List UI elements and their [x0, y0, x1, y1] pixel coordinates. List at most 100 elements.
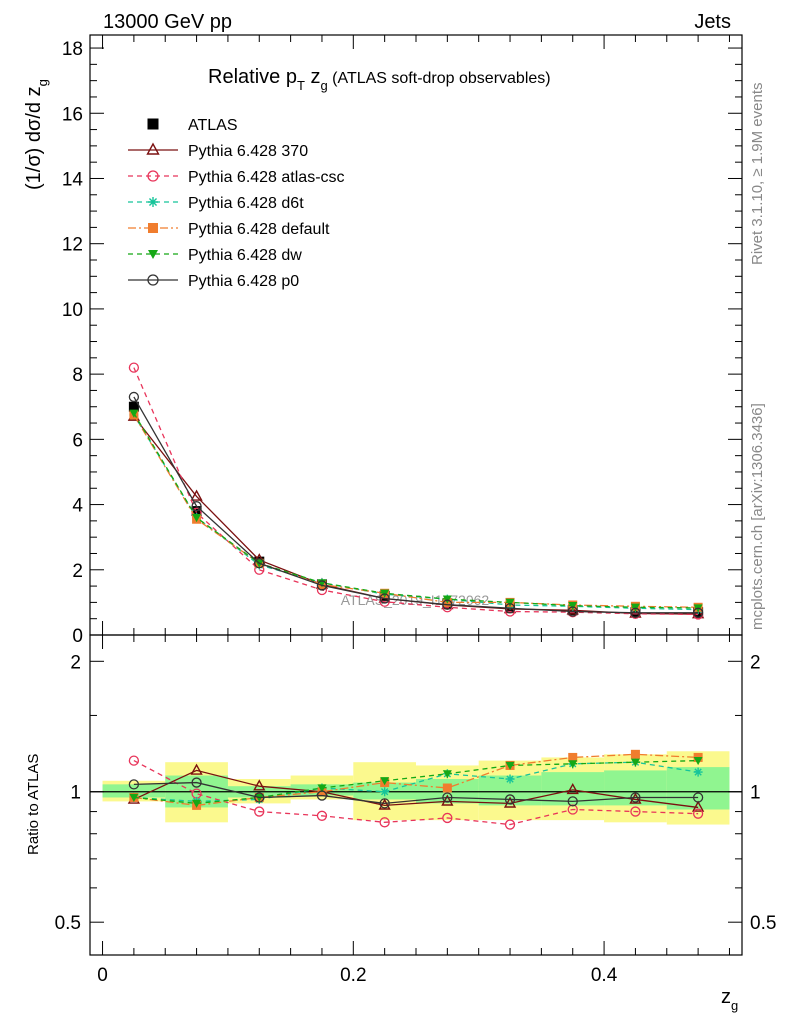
upper-ylabel-text: (1/σ) dσ/d z	[23, 86, 45, 190]
data-point	[568, 602, 578, 611]
ratio-ytick-label-right: 2	[750, 652, 761, 673]
upper-ytick-label: 18	[62, 39, 83, 60]
ratio-point	[567, 804, 578, 815]
ratio-point	[503, 796, 517, 808]
ratio-point	[441, 794, 454, 806]
legend-item-1: Pythia 6.428 370	[128, 142, 308, 160]
ratio-xtick-label: 0	[97, 965, 108, 986]
ratio-point	[253, 779, 266, 791]
ratio-point	[629, 792, 642, 804]
legend-label: Pythia 6.428 dw	[188, 247, 302, 264]
data-point	[254, 558, 265, 569]
header-energy-label: 13000 GeV pp	[103, 11, 232, 33]
series-line	[133, 416, 699, 615]
ratio-line	[133, 769, 699, 809]
upper-ytick-label: 0	[72, 626, 83, 647]
upper-ylabel: (1/σ) dσ/d zg	[23, 79, 50, 190]
xlabel-sub: g	[731, 998, 738, 1013]
series-1	[127, 409, 705, 619]
upper-ytick-label: 4	[72, 496, 83, 517]
ratio-point	[191, 777, 202, 788]
ratio-point	[379, 798, 390, 809]
ratio-point	[442, 792, 453, 803]
ratio-point	[630, 758, 640, 767]
ratio-ytick-label-left: 0.5	[55, 913, 81, 934]
series-line	[133, 414, 699, 611]
data-point	[191, 501, 202, 512]
ratio-point	[630, 792, 641, 803]
upper-ytick-label: 16	[62, 104, 83, 125]
mcplots-reference-label: mcplots.cern.ch [arXiv:1306.3436]	[749, 403, 766, 630]
rivet-version-label: Rivet 3.1.10, ≥ 1.9M events	[749, 83, 766, 266]
ratio-point	[504, 794, 516, 805]
ratio-point	[692, 808, 704, 819]
ratio-point	[693, 756, 703, 766]
ratio-point	[380, 787, 390, 797]
legend-marker	[148, 250, 158, 259]
legend-item-2: Pythia 6.428 atlas-csc	[128, 169, 345, 186]
ratio-ytick-label-left: 2	[70, 652, 81, 673]
legend-label: Pythia 6.428 370	[188, 143, 308, 160]
upper-ytick-label: 10	[62, 300, 83, 321]
data-point	[190, 489, 203, 501]
series-6	[128, 391, 704, 618]
ratio-series-4	[129, 756, 703, 808]
legend-marker	[147, 274, 159, 286]
legend: ATLAS Pythia 6.428 370 Pythia 6.428 atlas-…	[128, 117, 345, 290]
series-line	[133, 414, 699, 608]
ratio-point	[129, 793, 139, 802]
title-z: z	[305, 66, 321, 88]
legend-label: Pythia 6.428 atlas-csc	[188, 169, 345, 186]
ratio-point	[442, 783, 452, 793]
title-sub-g: g	[320, 78, 327, 93]
ratio-point	[316, 790, 328, 801]
ratio-point	[505, 774, 515, 784]
ratio-line	[133, 760, 699, 826]
ratio-ylabel: Ratio to ATLAS	[25, 754, 42, 855]
xlabel-text: z	[721, 986, 731, 1008]
data-point	[567, 606, 578, 617]
series-line	[133, 412, 699, 609]
ratio-point	[568, 752, 578, 762]
data-point	[128, 401, 139, 412]
legend-marker	[146, 142, 160, 155]
series-line	[133, 367, 699, 616]
legend-label: Pythia 6.428 p0	[188, 273, 299, 290]
ratio-point	[254, 806, 265, 817]
legend-marker	[147, 118, 159, 130]
ratio-point	[505, 761, 515, 770]
legend-item-6: Pythia 6.428 p0	[128, 273, 299, 290]
data-point	[504, 603, 516, 614]
upper-ytick-label: 12	[62, 235, 83, 256]
ratio-series-5	[128, 777, 704, 809]
legend-item-0: ATLAS	[147, 117, 238, 134]
xlabel: zg	[721, 986, 738, 1013]
ratio-point	[692, 792, 704, 803]
ratio-point	[316, 810, 328, 821]
series-5	[129, 409, 703, 613]
upper-ytick-label: 2	[72, 561, 83, 582]
title-main: Relative p	[208, 66, 297, 88]
data-point	[129, 409, 139, 418]
ratio-point	[504, 819, 516, 830]
data-point	[379, 593, 390, 604]
series-0	[128, 401, 704, 618]
ratio-series-1	[128, 755, 704, 830]
upper-ytick-label: 6	[72, 430, 83, 451]
ratio-point	[630, 749, 640, 759]
series-2	[128, 362, 704, 620]
ratio-line	[133, 781, 699, 805]
data-point	[128, 362, 140, 373]
data-point	[316, 580, 328, 591]
ratio-point	[192, 799, 202, 808]
legend-label: Pythia 6.428 default	[188, 221, 330, 238]
series-line	[133, 396, 699, 614]
ratio-point	[442, 812, 453, 824]
ratio-ytick-label-left: 1	[70, 783, 81, 804]
ratio-point	[630, 806, 641, 817]
series-3	[129, 410, 703, 615]
legend-label: ATLAS	[188, 117, 238, 134]
upper-ytick-label: 14	[62, 169, 84, 190]
ratio-point	[691, 800, 705, 812]
